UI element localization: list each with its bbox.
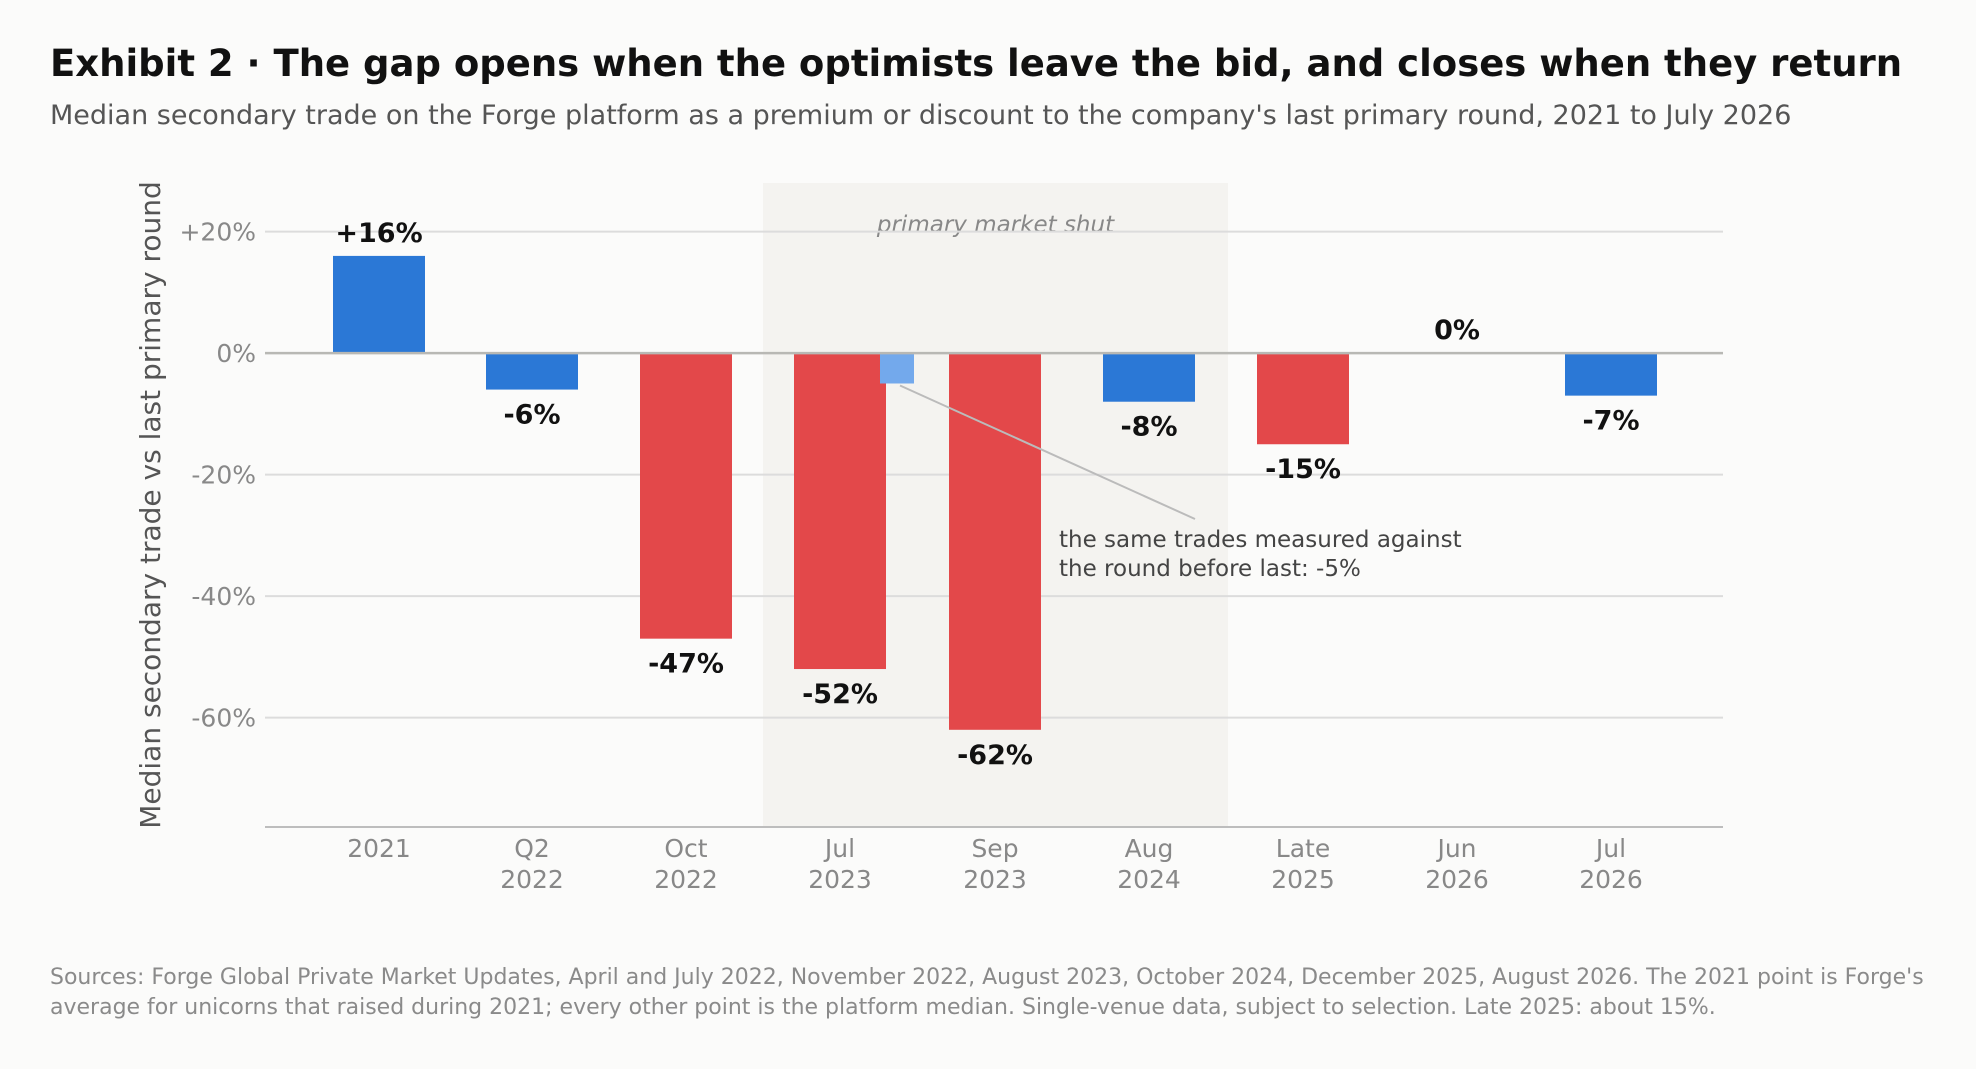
bar-chart: primary market shut +20% 0% -20% -40% -60% Med… bbox=[134, 181, 1723, 894]
shaded-region-label: primary market shut bbox=[876, 212, 1115, 238]
y-tick-label: 0% bbox=[216, 339, 256, 368]
bar bbox=[1565, 353, 1657, 396]
y-tick-label: +20% bbox=[179, 218, 256, 247]
data-label: 0% bbox=[1434, 315, 1480, 346]
bar bbox=[1103, 353, 1195, 402]
x-tick-label: Oct bbox=[664, 834, 707, 863]
x-tick-label: 2026 bbox=[1579, 865, 1643, 894]
x-tick-label: Sep bbox=[971, 834, 1018, 863]
x-tick-label: 2025 bbox=[1271, 865, 1335, 894]
y-tick-label: -60% bbox=[191, 704, 256, 733]
x-tick-label: 2022 bbox=[654, 865, 718, 894]
x-tick-label: 2026 bbox=[1425, 865, 1489, 894]
bar bbox=[1257, 353, 1349, 445]
x-tick-label: Aug bbox=[1125, 834, 1174, 863]
x-tick-label: 2022 bbox=[500, 865, 564, 894]
chart-subtitle: Median secondary trade on the Forge plat… bbox=[50, 100, 1792, 131]
data-label: -7% bbox=[1582, 406, 1639, 437]
data-label: -47% bbox=[648, 649, 724, 680]
data-label: -52% bbox=[802, 679, 878, 710]
bar bbox=[486, 353, 578, 390]
x-tick-label: 2023 bbox=[808, 865, 872, 894]
secondary-measure-bar bbox=[880, 353, 914, 384]
x-tick-label: 2021 bbox=[347, 834, 411, 863]
data-label: -15% bbox=[1265, 454, 1341, 485]
x-tick-label: 2023 bbox=[963, 865, 1027, 894]
annotation-text: the same trades measured against bbox=[1059, 527, 1462, 553]
data-label: -8% bbox=[1120, 412, 1177, 443]
x-tick-label: 2024 bbox=[1117, 865, 1181, 894]
data-label: -6% bbox=[503, 400, 560, 431]
y-axis-label: Median secondary trade vs last primary r… bbox=[134, 181, 167, 829]
y-tick-label: -40% bbox=[191, 582, 256, 611]
chart-title: Exhibit 2 · The gap opens when the optim… bbox=[50, 42, 1903, 85]
x-tick-label: Jul bbox=[823, 834, 855, 863]
bar bbox=[794, 353, 886, 670]
x-tick-label: Jun bbox=[1435, 834, 1476, 863]
annotation-leader-line bbox=[899, 384, 1196, 520]
data-label: -62% bbox=[957, 740, 1033, 771]
x-tick-label: Jul bbox=[1594, 834, 1626, 863]
x-tick-label: Late bbox=[1276, 834, 1330, 863]
data-label: +16% bbox=[335, 218, 422, 249]
sources-note: Sources: Forge Global Private Market Upd… bbox=[50, 965, 1924, 1020]
annotation-text: the round before last: -5% bbox=[1059, 556, 1361, 582]
bar bbox=[949, 353, 1041, 730]
bar bbox=[333, 255, 425, 354]
x-tick-label: Q2 bbox=[514, 834, 550, 863]
bar bbox=[640, 353, 732, 639]
y-tick-label: -20% bbox=[191, 461, 256, 490]
